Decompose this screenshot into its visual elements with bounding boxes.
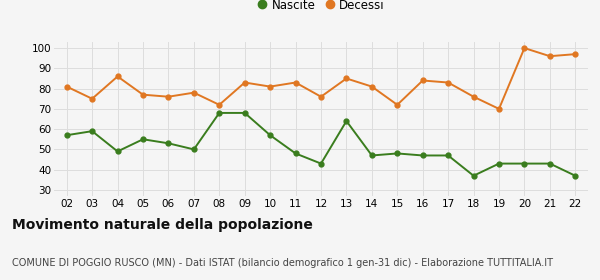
Text: COMUNE DI POGGIO RUSCO (MN) - Dati ISTAT (bilancio demografico 1 gen-31 dic) - E: COMUNE DI POGGIO RUSCO (MN) - Dati ISTAT… <box>12 258 553 268</box>
Text: Movimento naturale della popolazione: Movimento naturale della popolazione <box>12 218 313 232</box>
Legend: Nascite, Decessi: Nascite, Decessi <box>253 0 389 17</box>
